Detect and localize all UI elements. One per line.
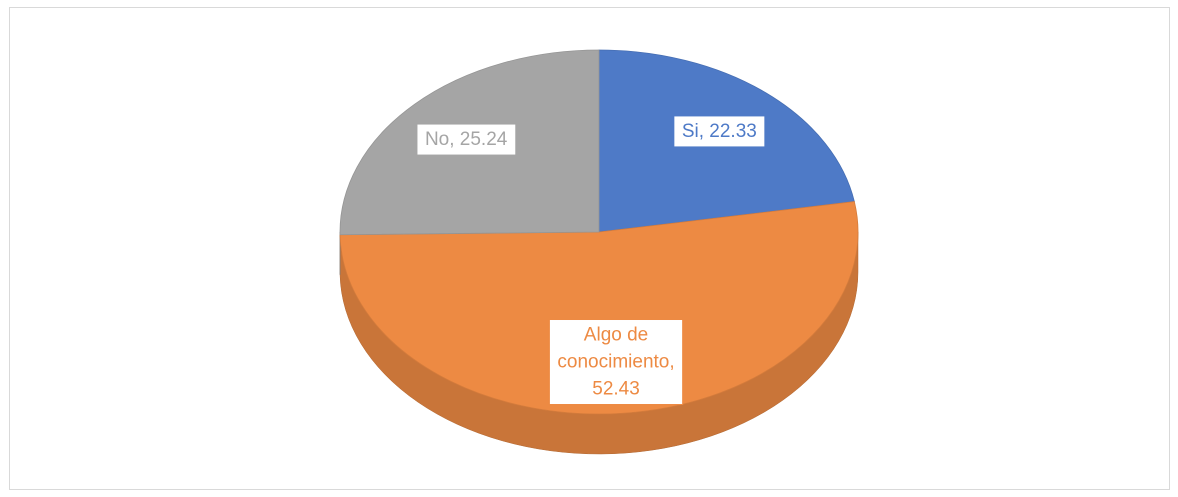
pie-slice xyxy=(339,201,859,415)
data-label: No, 25.24 xyxy=(425,129,508,150)
data-label: Si, 22.33 xyxy=(682,121,757,142)
data-label-box xyxy=(416,123,517,156)
data-label-box xyxy=(673,115,766,148)
data-label-box xyxy=(548,319,684,406)
data-label: Algo de conocimiento, 52.43 xyxy=(557,325,674,400)
